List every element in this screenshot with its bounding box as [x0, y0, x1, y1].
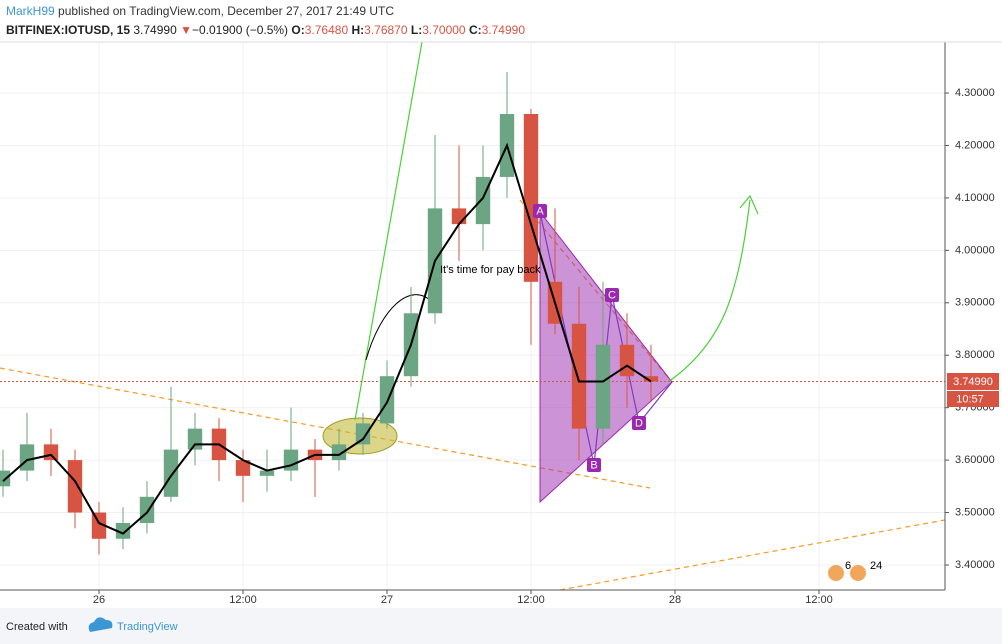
candle-body [91, 512, 107, 539]
point-label: C [608, 289, 616, 301]
axis-labels: 3.400003.500003.600003.700003.800003.900… [93, 87, 995, 606]
candle-body [571, 323, 587, 429]
candle-body [451, 208, 467, 225]
candle-body [163, 449, 179, 497]
author[interactable]: MarkH99 [6, 4, 55, 18]
pattern-labels: A B C D [533, 204, 646, 472]
event-icon [828, 565, 844, 581]
x-tick-label: 12:00 [229, 594, 257, 606]
label-box [587, 458, 601, 472]
y-tick-label: 3.50000 [955, 506, 995, 518]
candle-body [43, 444, 59, 461]
symbol: BITFINEX:IOTUSD, 15 [6, 23, 130, 37]
projection-line [354, 41, 423, 421]
y-tick-label: 4.30000 [955, 87, 995, 99]
price-tag [947, 373, 999, 390]
y-tick-label: 3.90000 [955, 297, 995, 309]
x-tick-label: 27 [381, 594, 393, 606]
moving-average [2, 142, 652, 535]
candle-body [643, 376, 659, 382]
x-tick-label: 12:00 [805, 594, 833, 606]
point-label: D [635, 417, 643, 429]
y-tick-label: 4.10000 [955, 192, 995, 204]
candle-body [187, 428, 203, 450]
h-label: H: [351, 23, 364, 37]
candle-body [379, 376, 395, 424]
c: 3.74990 [482, 23, 526, 37]
projection-arrow [667, 194, 759, 383]
footer-text: Created with [6, 621, 68, 633]
candle-body [19, 444, 35, 471]
footer [0, 608, 1002, 644]
label-box [533, 204, 547, 218]
candle-body [115, 523, 131, 539]
event-label: 6 [845, 560, 851, 572]
candle-body [523, 114, 539, 282]
y-tick-label: 4.00000 [955, 244, 995, 256]
o: 3.76480 [305, 23, 349, 37]
x-tick-label: 26 [93, 594, 105, 606]
candle-body [139, 496, 155, 524]
h: 3.76870 [364, 23, 408, 37]
x-tick-label: 12:00 [517, 594, 545, 606]
l: 3.70000 [422, 23, 466, 37]
event-icon [850, 565, 866, 581]
brand[interactable]: TradingView [117, 621, 178, 633]
o-label: O: [291, 23, 304, 37]
candle-body [67, 460, 83, 513]
candle-body [235, 460, 251, 476]
price-tag-label: 3.74990 [953, 376, 993, 388]
last: 3.74990 [133, 23, 177, 37]
l-label: L: [411, 23, 422, 37]
point-label: A [536, 205, 544, 217]
candle-body [259, 470, 275, 476]
candle-body [595, 344, 611, 429]
point-label: B [590, 459, 597, 471]
c-label: C: [469, 23, 482, 37]
header-line: MarkH99 published on TradingView.com, De… [6, 4, 394, 18]
countdown: 10:57 [956, 393, 984, 405]
candle-body [475, 176, 491, 225]
candles [0, 72, 659, 555]
arrow: ▼ [180, 23, 192, 37]
logo [88, 617, 113, 632]
y-tick-label: 3.40000 [955, 559, 995, 571]
annotation: It's time for pay back [440, 264, 541, 276]
label-box [632, 416, 646, 430]
x-tick-label: 28 [669, 594, 681, 606]
published: published on TradingView.com, December 2… [58, 4, 394, 18]
y-tick-label: 3.60000 [955, 454, 995, 466]
change: −0.01900 (−0.5%) [192, 23, 288, 37]
y-tick-label: 4.20000 [955, 139, 995, 151]
events: 6 24 [828, 560, 882, 581]
price-axis [945, 42, 1002, 590]
candle-body [331, 444, 347, 461]
trend-line [559, 519, 946, 591]
candle-body [619, 344, 635, 377]
ohlc-line: BITFINEX:IOTUSD, 15 3.74990 ▼−0.01900 (−… [6, 23, 525, 37]
event-label: 24 [870, 560, 882, 572]
candle-body [355, 423, 371, 445]
label-box [605, 288, 619, 302]
y-tick-label: 3.80000 [955, 349, 995, 361]
countdown-box [947, 391, 999, 407]
